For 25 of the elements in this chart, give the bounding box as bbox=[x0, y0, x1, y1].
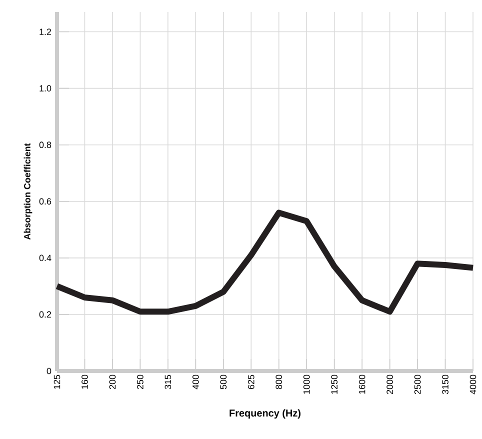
x-tick-label: 2500 bbox=[414, 374, 421, 394]
x-tick-label: 1000 bbox=[303, 374, 310, 394]
y-tick-label: 0.4 bbox=[39, 254, 52, 262]
y-tick-label: 0.8 bbox=[39, 142, 52, 148]
y-axis-title: Absorption Coefficient bbox=[24, 143, 32, 240]
x-tick-label: 625 bbox=[248, 374, 254, 390]
x-tick-label: 200 bbox=[109, 374, 116, 390]
x-tick-label: 400 bbox=[192, 374, 199, 390]
x-tick-label: 1600 bbox=[358, 374, 366, 394]
y-tick-label: 0.2 bbox=[39, 311, 52, 318]
y-tick-label: 1.0 bbox=[40, 85, 52, 92]
y-tick-label: 0.6 bbox=[39, 198, 52, 205]
y-tick-label: 0 bbox=[46, 368, 52, 374]
x-tick-label: 500 bbox=[220, 374, 227, 390]
x-tick-label: 125 bbox=[54, 374, 60, 389]
x-tick-label: 800 bbox=[276, 374, 282, 390]
x-tick-label: 4000 bbox=[470, 374, 476, 394]
y-tick-label: 1.2 bbox=[40, 28, 52, 35]
x-tick-label: 2000 bbox=[386, 374, 393, 394]
x-axis-title: Frequency (Hz) bbox=[230, 409, 300, 419]
x-tick-label: 1250 bbox=[331, 374, 338, 394]
x-tick-label: 250 bbox=[137, 374, 144, 390]
x-tick-label: 3150 bbox=[442, 374, 448, 394]
x-tick-label: 160 bbox=[82, 374, 88, 389]
x-tick-label: 315 bbox=[164, 374, 172, 390]
